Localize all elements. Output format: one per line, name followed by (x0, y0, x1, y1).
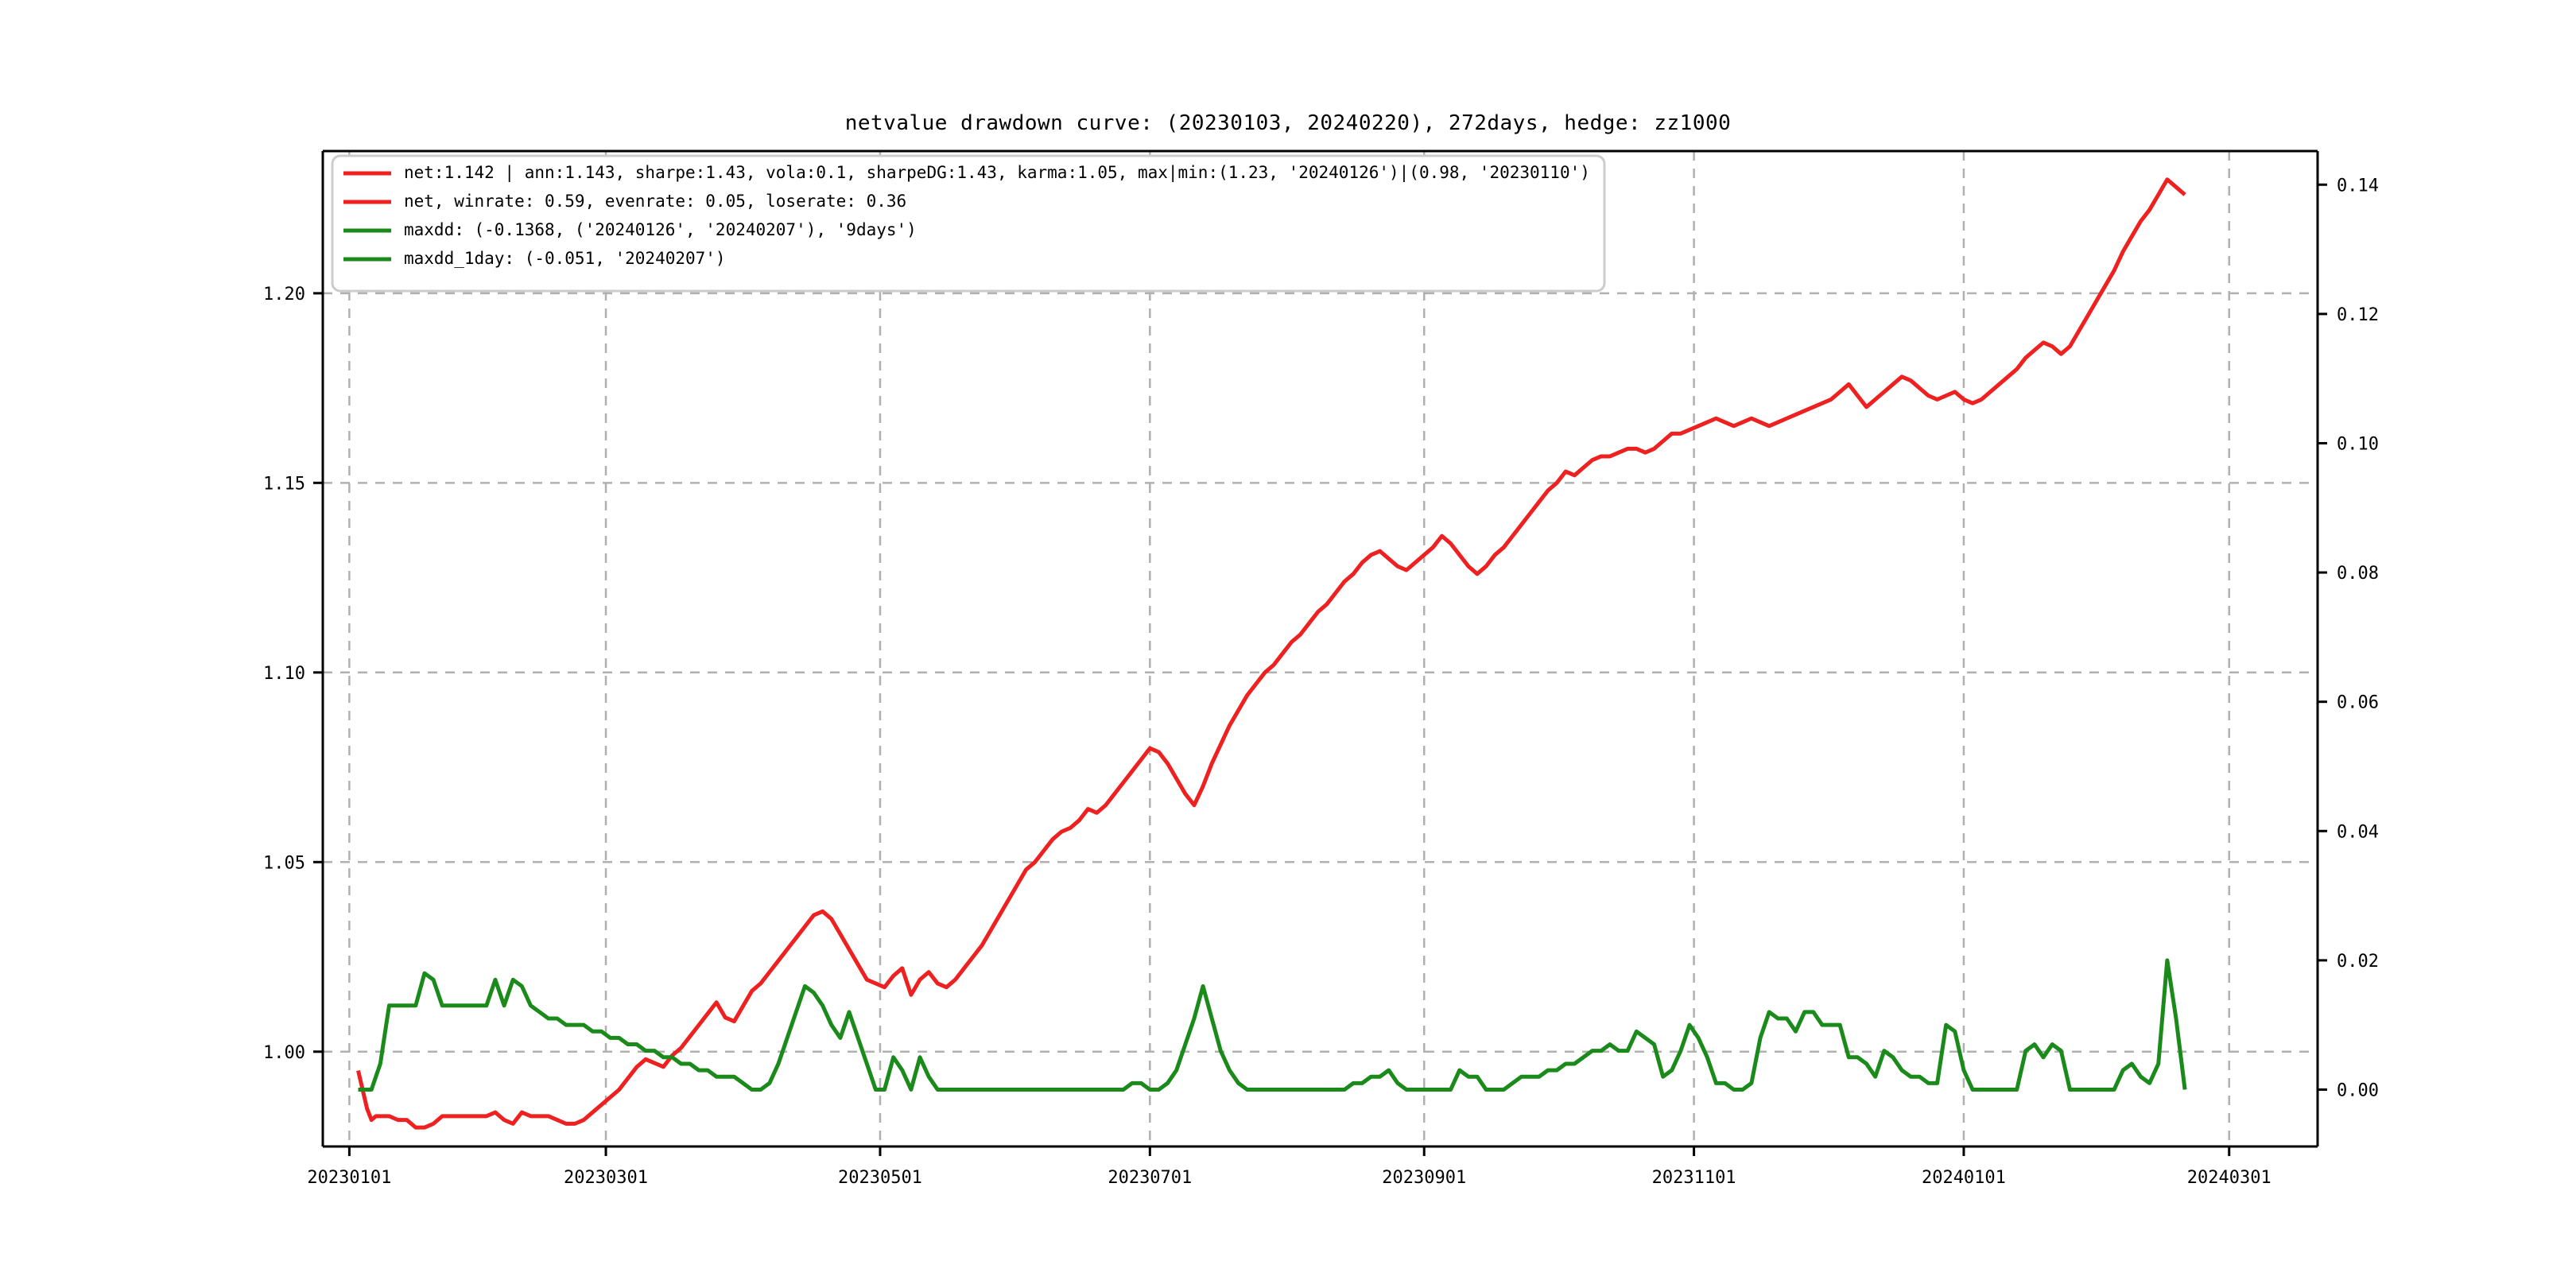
ticks-group: 1.00 1.05 1.10 1.15 1.20 0.00 0.02 0.04 0.06 0.08… (263, 176, 2379, 1188)
series-line-maxdd (358, 958, 2187, 1092)
ytick-label-right: 0.04 (2337, 822, 2379, 842)
ytick-label-right: 0.12 (2337, 305, 2379, 325)
legend-label: maxdd: (-0.1368, ('20240126', '20240207'… (404, 220, 917, 239)
xtick-label: 20240101 (1922, 1168, 2006, 1188)
legend-label: net:1.142 | ann:1.143, sharpe:1.43, vola… (404, 163, 1590, 183)
legend-label: maxdd_1day: (-0.051, '20240207') (404, 249, 726, 268)
xtick-label: 20230101 (307, 1168, 391, 1188)
chart-legend: net:1.142 | ann:1.143, sharpe:1.43, vola… (331, 154, 1606, 293)
gridlines (323, 151, 2318, 1146)
legend-label: net, winrate: 0.59, evenrate: 0.05, lose… (404, 192, 906, 211)
xtick-label: 20240301 (2187, 1168, 2271, 1188)
ytick-label-right: 0.02 (2337, 952, 2379, 972)
chart-title: netvalue drawdown curve: (20230103, 2024… (844, 111, 1732, 135)
series-group (356, 177, 2187, 1130)
xtick-label: 20230301 (564, 1168, 648, 1188)
xtick-label: 20230701 (1108, 1168, 1192, 1188)
ytick-label-left: 1.05 (263, 853, 305, 873)
ytick-label-right: 0.00 (2337, 1080, 2379, 1100)
ytick-label-right: 0.06 (2337, 693, 2379, 713)
ytick-label-right: 0.14 (2337, 176, 2379, 196)
xtick-label: 20231101 (1652, 1168, 1736, 1188)
ytick-label-left: 1.20 (263, 285, 305, 305)
ytick-label-right: 0.10 (2337, 434, 2379, 454)
ytick-label-right: 0.08 (2337, 564, 2379, 584)
ytick-label-left: 1.15 (263, 474, 305, 494)
axes-spines (321, 149, 2319, 1148)
series-line-net (356, 177, 2186, 1130)
ytick-label-left: 1.00 (263, 1043, 305, 1063)
xtick-label: 20230901 (1382, 1168, 1466, 1188)
legend-box (331, 154, 1606, 293)
ytick-label-left: 1.10 (263, 664, 305, 684)
xtick-label: 20230501 (838, 1168, 922, 1188)
